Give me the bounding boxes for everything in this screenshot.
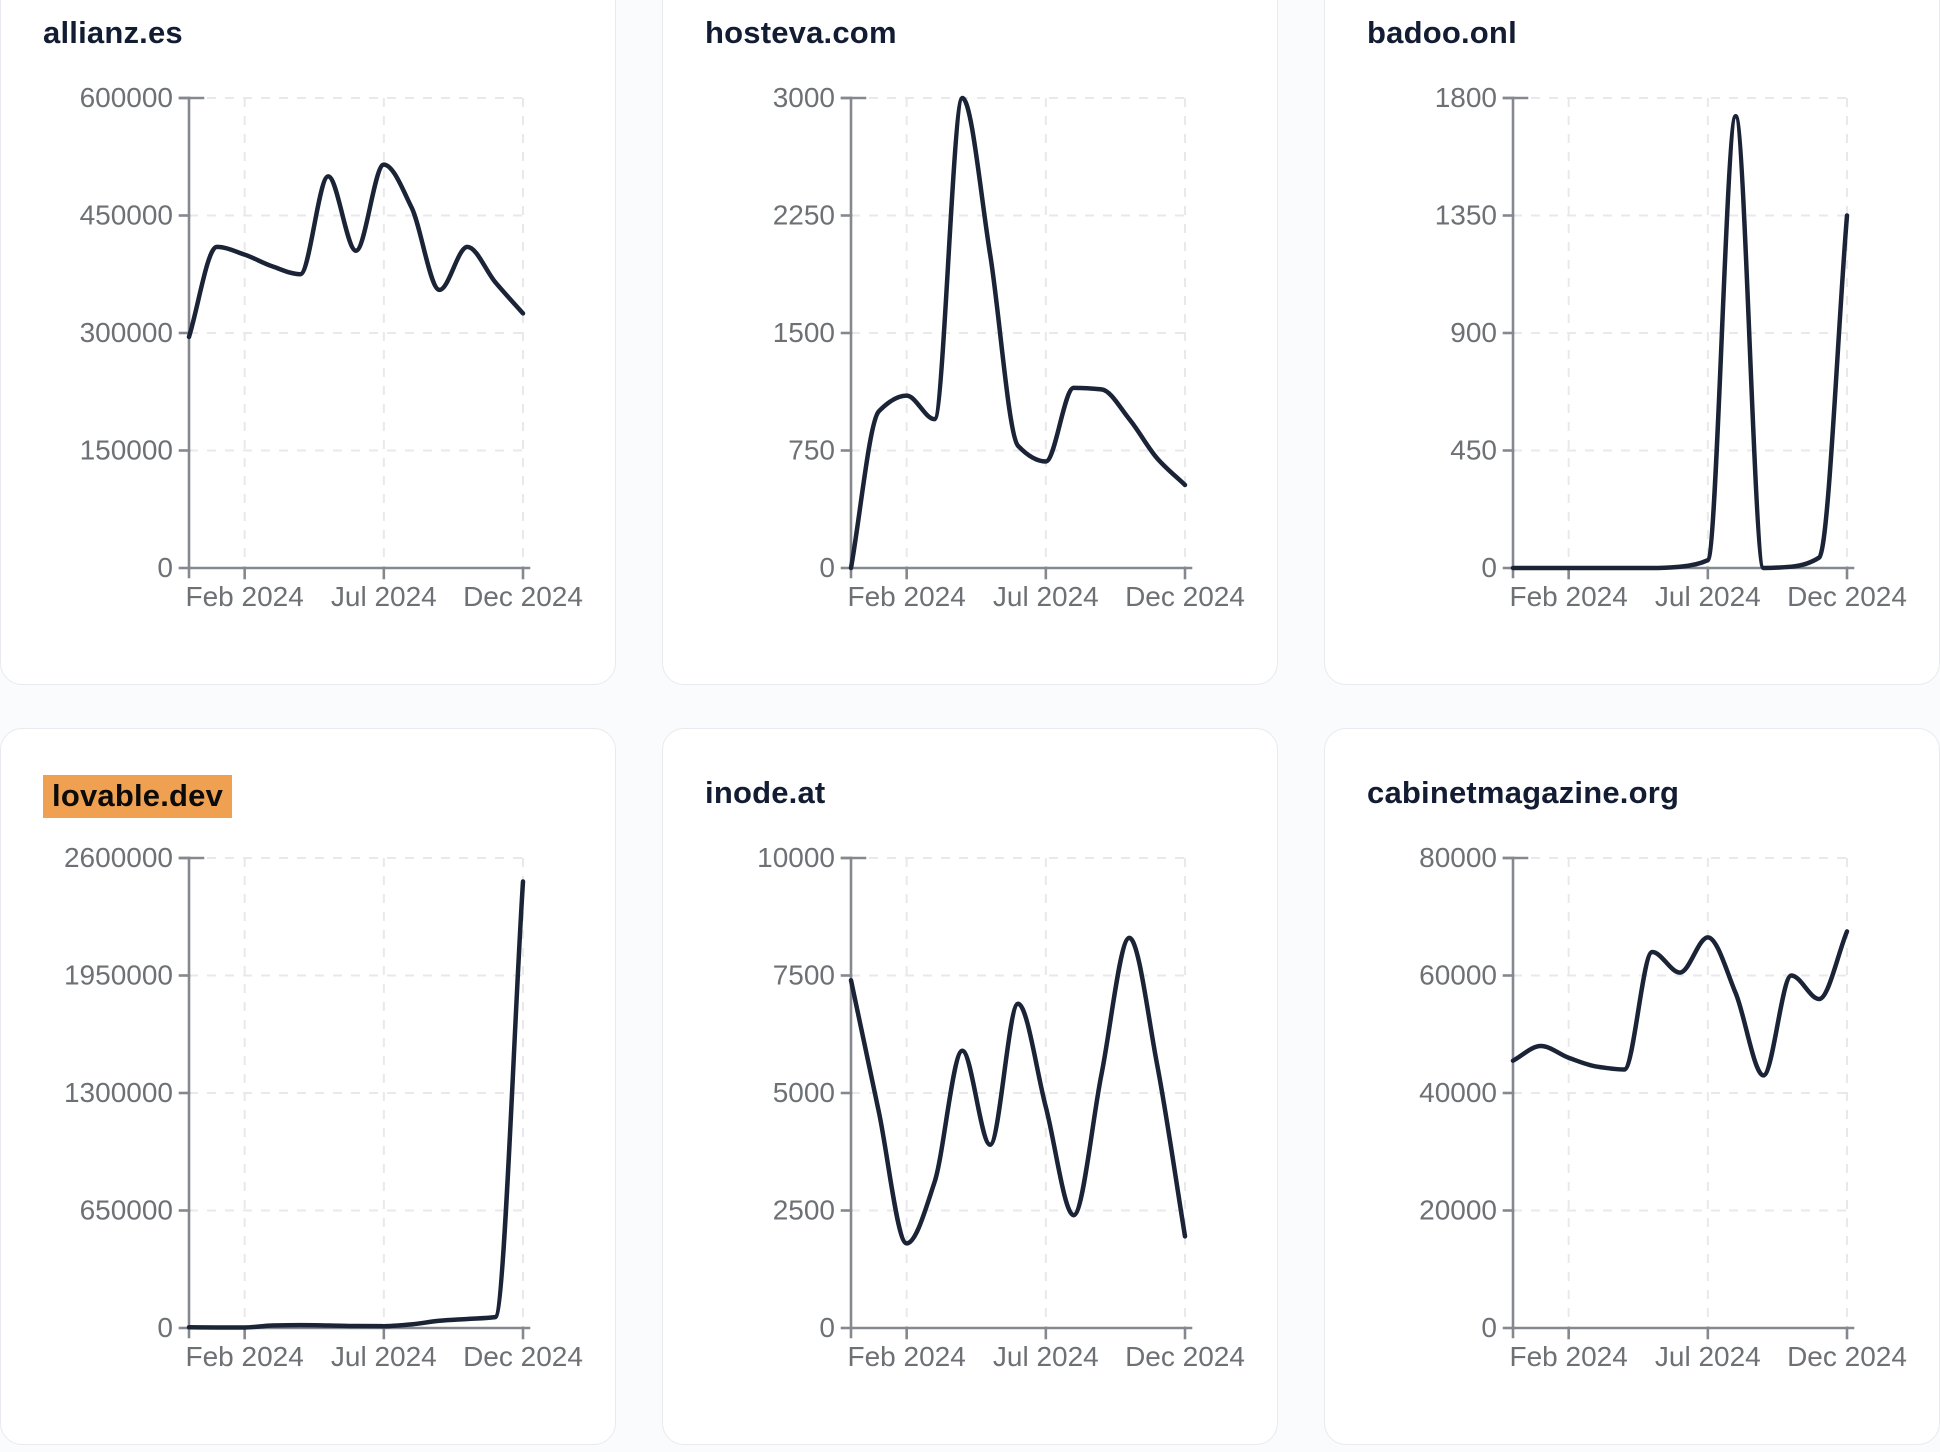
line-chart: 0 750 1500 2250 3000 Feb 2024 Jul 2024 Dec 2024 xyxy=(773,82,1245,612)
x-tick-label: Jul 2024 xyxy=(993,581,1099,612)
y-tick-label: 0 xyxy=(1481,552,1497,583)
y-tick-label: 650000 xyxy=(80,1195,173,1226)
line-chart: 0 150000 300000 450000 600000 Feb 2024 Jul 202… xyxy=(80,82,583,612)
y-tick-label: 7500 xyxy=(773,960,835,991)
chart-title-text: inode.at xyxy=(705,775,826,810)
y-tick-label: 40000 xyxy=(1419,1077,1497,1108)
chart-card-cabinetmagazine-org: cabinetmagazine.org 0 20000 40000 60000 8000… xyxy=(1324,728,1940,1445)
gridlines xyxy=(851,857,1186,1328)
line-chart: 0 20000 40000 60000 80000 Feb 2024 Jul 2024 Dec… xyxy=(1419,842,1907,1372)
y-tick-label: 60000 xyxy=(1419,960,1497,991)
y-tick-label: 450 xyxy=(1450,435,1497,466)
y-tick-label: 3000 xyxy=(773,82,835,113)
series-line xyxy=(186,879,526,1330)
axes xyxy=(1502,856,1855,1340)
x-tick-label: Jul 2024 xyxy=(993,1341,1099,1372)
line-chart: 0 450 900 1350 1800 Feb 2024 Jul 2024 Dec 2024 xyxy=(1435,82,1907,612)
x-tick-label: Dec 2024 xyxy=(1125,581,1245,612)
chart-title-text: hosteva.com xyxy=(705,15,897,50)
chart-title: badoo.onl xyxy=(1367,15,1517,51)
chart-title-text: allianz.es xyxy=(43,15,183,50)
series-line xyxy=(848,935,1188,1246)
chart-title: lovable.dev xyxy=(43,775,233,818)
tick-labels: 0 2500 5000 7500 10000 Feb 2024 Jul 2024 Dec 20… xyxy=(757,842,1245,1372)
gridlines xyxy=(1513,857,1848,1328)
y-tick-label: 1800 xyxy=(1435,82,1497,113)
axes xyxy=(840,96,1193,580)
chart-card-allianz-es: allianz.es 0 150000 300000 450000 600000 Feb … xyxy=(0,0,616,685)
x-tick-label: Feb 2024 xyxy=(1510,1341,1628,1372)
series-line xyxy=(186,162,526,340)
y-tick-label: 80000 xyxy=(1419,842,1497,873)
x-tick-label: Feb 2024 xyxy=(848,581,966,612)
tick-labels: 0 20000 40000 60000 80000 Feb 2024 Jul 2024 Dec… xyxy=(1419,842,1907,1372)
x-tick-label: Dec 2024 xyxy=(1787,581,1907,612)
chart-card-lovable-dev: lovable.dev 0 650000 1300000 1950000 2600000… xyxy=(0,728,616,1445)
y-tick-label: 300000 xyxy=(80,317,173,348)
y-tick-label: 900 xyxy=(1450,317,1497,348)
x-tick-label: Feb 2024 xyxy=(848,1341,966,1372)
y-tick-label: 1300000 xyxy=(64,1077,173,1108)
chart-title-text: lovable.dev xyxy=(43,775,233,818)
chart-title: inode.at xyxy=(705,775,825,811)
y-tick-label: 10000 xyxy=(757,842,835,873)
axes xyxy=(840,856,1193,1340)
gridlines xyxy=(189,97,524,568)
x-tick-label: Jul 2024 xyxy=(331,581,437,612)
y-tick-label: 2250 xyxy=(773,200,835,231)
gridlines xyxy=(189,857,524,1328)
chart-title: hosteva.com xyxy=(705,15,897,51)
tick-labels: 0 750 1500 2250 3000 Feb 2024 Jul 2024 Dec 2024 xyxy=(773,82,1245,612)
chart-title-text: cabinetmagazine.org xyxy=(1367,775,1680,810)
x-tick-label: Dec 2024 xyxy=(463,1341,583,1372)
line-chart: 0 650000 1300000 1950000 2600000 Feb 2024 Jul … xyxy=(64,842,583,1372)
chart-card-badoo-onl: badoo.onl 0 450 900 1350 1800 Feb 2024 Jul 202… xyxy=(1324,0,1940,685)
line-chart: 0 2500 5000 7500 10000 Feb 2024 Jul 2024 Dec 20… xyxy=(757,842,1245,1372)
y-tick-label: 0 xyxy=(157,552,173,583)
y-tick-label: 600000 xyxy=(80,82,173,113)
y-tick-label: 150000 xyxy=(80,435,173,466)
x-tick-label: Feb 2024 xyxy=(186,581,304,612)
chart-title: cabinetmagazine.org xyxy=(1367,775,1679,811)
axes xyxy=(1502,96,1855,580)
x-tick-label: Dec 2024 xyxy=(1787,1341,1907,1372)
tick-labels: 0 450 900 1350 1800 Feb 2024 Jul 2024 Dec 2024 xyxy=(1435,82,1907,612)
y-tick-label: 1950000 xyxy=(64,960,173,991)
x-tick-label: Jul 2024 xyxy=(331,1341,437,1372)
gridlines xyxy=(851,97,1186,568)
x-tick-label: Dec 2024 xyxy=(463,581,583,612)
y-tick-label: 0 xyxy=(819,1312,835,1343)
y-tick-label: 450000 xyxy=(80,200,173,231)
chart-card-hosteva-com: hosteva.com 0 750 1500 2250 3000 Feb 2024 Jul … xyxy=(662,0,1278,685)
chart-title-text: badoo.onl xyxy=(1367,15,1517,50)
series-line xyxy=(848,95,1188,571)
y-tick-label: 1500 xyxy=(773,317,835,348)
y-tick-label: 0 xyxy=(1481,1312,1497,1343)
chart-card-inode-at: inode.at 0 2500 5000 7500 10000 Feb 2024 Jul 2… xyxy=(662,728,1278,1445)
chart-title: allianz.es xyxy=(43,15,183,51)
y-tick-label: 20000 xyxy=(1419,1195,1497,1226)
y-tick-label: 0 xyxy=(157,1312,173,1343)
x-tick-label: Jul 2024 xyxy=(1655,1341,1761,1372)
x-tick-label: Feb 2024 xyxy=(186,1341,304,1372)
x-tick-label: Feb 2024 xyxy=(1510,581,1628,612)
x-tick-label: Jul 2024 xyxy=(1655,581,1761,612)
tick-labels: 0 650000 1300000 1950000 2600000 Feb 2024 Jul … xyxy=(64,842,583,1372)
series-line xyxy=(1510,929,1850,1078)
series-line xyxy=(1510,114,1850,571)
y-tick-label: 5000 xyxy=(773,1077,835,1108)
y-tick-label: 2500 xyxy=(773,1195,835,1226)
y-tick-label: 2600000 xyxy=(64,842,173,873)
y-tick-label: 1350 xyxy=(1435,200,1497,231)
gridlines xyxy=(1513,97,1848,568)
x-tick-label: Dec 2024 xyxy=(1125,1341,1245,1372)
y-tick-label: 750 xyxy=(788,435,835,466)
axes xyxy=(178,96,531,580)
axes xyxy=(178,856,531,1340)
y-tick-label: 0 xyxy=(819,552,835,583)
tick-labels: 0 150000 300000 450000 600000 Feb 2024 Jul 202… xyxy=(80,82,583,612)
